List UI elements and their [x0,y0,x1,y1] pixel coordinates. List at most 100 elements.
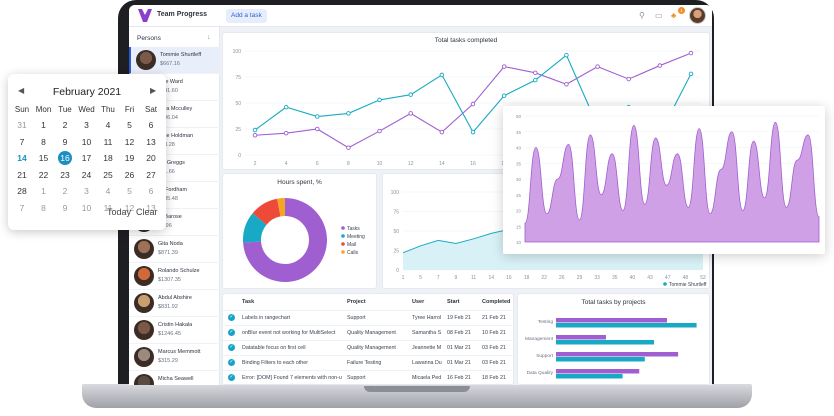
data-point [657,63,663,68]
sort-arrow-icon[interactable]: ↓ [207,34,211,41]
y-tick-label: 25 [393,249,399,255]
data-point [533,77,538,83]
calendar-day[interactable]: 12 [124,136,135,147]
person-item[interactable]: Gita Noda $871.39 [129,236,220,263]
calendar-day[interactable]: 2 [62,186,68,196]
calendar-day[interactable]: 6 [148,186,154,196]
table-cell: Support [347,315,366,321]
calendar-day[interactable]: 5 [127,186,132,196]
bell-icon[interactable]: ♣ [671,11,677,20]
trash-icon[interactable]: ▭ [655,11,663,20]
table-cell: Quality Management [347,345,396,351]
calendar-day[interactable]: 15 [38,153,49,163]
person-item[interactable]: Rolando Schulze $1307.35 [129,263,220,290]
calendar-day[interactable]: 8 [41,202,46,213]
calendar-day[interactable]: 9 [62,136,68,147]
calendar-day[interactable]: 11 [103,202,113,213]
legend-marker [341,250,345,254]
legend-marker [341,242,345,246]
calendar-day[interactable]: 1 [41,120,46,130]
add-task-button[interactable]: Add a task [226,9,267,23]
calendar-day[interactable]: 5 [127,120,132,130]
calendar-day[interactable]: 17 [81,153,92,163]
person-item[interactable]: Marcus Memmott $315.29 [129,344,220,371]
calendar-day[interactable]: 18 [103,153,113,163]
col-header-start[interactable]: Start [447,299,460,305]
col-header-task[interactable]: Task [242,299,255,305]
person-value: $831.92 [158,304,178,310]
col-header-completed[interactable]: Completed [482,299,511,305]
calendar-day[interactable]: 21 [17,169,27,180]
calendar-day[interactable]: 23 [60,169,70,180]
bar [556,369,640,374]
calendar-day[interactable]: 4 [105,186,111,196]
calendar-day[interactable]: 1 [41,186,46,196]
col-header-project[interactable]: Project [347,299,366,305]
today-button[interactable]: Today [107,207,132,217]
person-name: Rolando Schulze [158,268,200,274]
data-point [470,101,476,107]
calendar-day[interactable]: 2 [62,120,68,130]
calendar-day[interactable]: 13 [146,136,156,147]
calendar-day[interactable]: 24 [81,169,92,180]
calendar-day[interactable]: 12 [124,202,135,213]
calendar-day[interactable]: 7 [19,136,25,147]
x-tick-label: 18 [524,275,530,281]
bar [556,352,679,357]
calendar-day[interactable]: 20 [146,153,156,163]
next-month-icon[interactable]: ▶ [150,86,157,95]
weekday-label: Wed [78,105,95,114]
user-avatar[interactable] [689,7,706,24]
data-point [688,50,694,56]
table-row[interactable]: ✓ Binding Filters to each other Failure Te… [223,355,513,369]
table-row[interactable]: ✓ Labels in rangechart Support Tyree Harrol… [223,310,513,324]
person-item[interactable]: Micha Seawell$1005.52 [129,371,220,385]
calendar-day[interactable]: 22 [38,169,49,180]
table-cell: 18 Feb 21 [482,375,506,381]
data-point [252,127,258,133]
calendar-day[interactable]: 13 [146,202,156,213]
calendar-day[interactable]: 26 [124,169,135,180]
calendar-day[interactable]: 11 [103,136,113,147]
bar [556,323,697,328]
calendar-day[interactable]: 14 [17,153,27,163]
calendar-day[interactable]: 19 [124,153,135,163]
col-header-user[interactable]: User [412,299,425,305]
calendar-day[interactable]: 27 [146,169,156,180]
x-tick-label: 26 [559,275,565,281]
table-row[interactable]: ✓ Datatable focus on first cell Quality Ma… [223,340,513,354]
prev-month-icon[interactable]: ◀ [18,86,25,95]
calendar-day[interactable]: 31 [17,120,27,130]
calendar-day[interactable]: 25 [103,169,113,180]
search-icon[interactable]: ⚲ [639,11,645,20]
person-item[interactable]: Abdul Abshire $831.92 [129,290,220,317]
calendar-day[interactable]: 8 [41,136,46,147]
calendar-day[interactable]: 4 [105,120,111,130]
calendar-day[interactable]: 10 [81,136,92,147]
y-tick-label: 25 [516,193,522,198]
calendar-day[interactable]: 3 [84,120,89,130]
calendar-day[interactable]: 3 [84,186,89,196]
table-row[interactable]: ✓ onBlur event not working for MultiSelec… [223,325,513,339]
table-row[interactable]: ✓ Error: [DOM] Found 7 elements with non-… [223,370,513,384]
check-icon: ✓ [228,344,235,351]
person-item[interactable]: Cristin Hakala $1246.45 [129,317,220,344]
calendar-day[interactable]: 6 [148,120,154,130]
x-tick-label: 35 [612,275,618,281]
app-logo-icon [138,9,152,22]
clear-button[interactable]: Clear [136,207,158,217]
calendar-day[interactable]: 7 [19,202,25,213]
calendar-day[interactable]: 28 [17,186,27,196]
person-value: $871.39 [158,250,178,256]
data-point [501,64,507,69]
table-cell: 03 Feb 21 [482,345,506,351]
calendar-day[interactable]: 10 [81,202,92,213]
y-tick-label: 45 [516,130,522,135]
person-item[interactable]: Tommie Shurtleff $667.16 [129,47,220,74]
weekday-label: Sun [14,105,30,114]
calendar-day[interactable]: 9 [62,202,68,213]
data-point [315,114,320,119]
calendar-day[interactable]: 16 [58,151,72,165]
person-name: Marcus Memmott [158,349,201,355]
